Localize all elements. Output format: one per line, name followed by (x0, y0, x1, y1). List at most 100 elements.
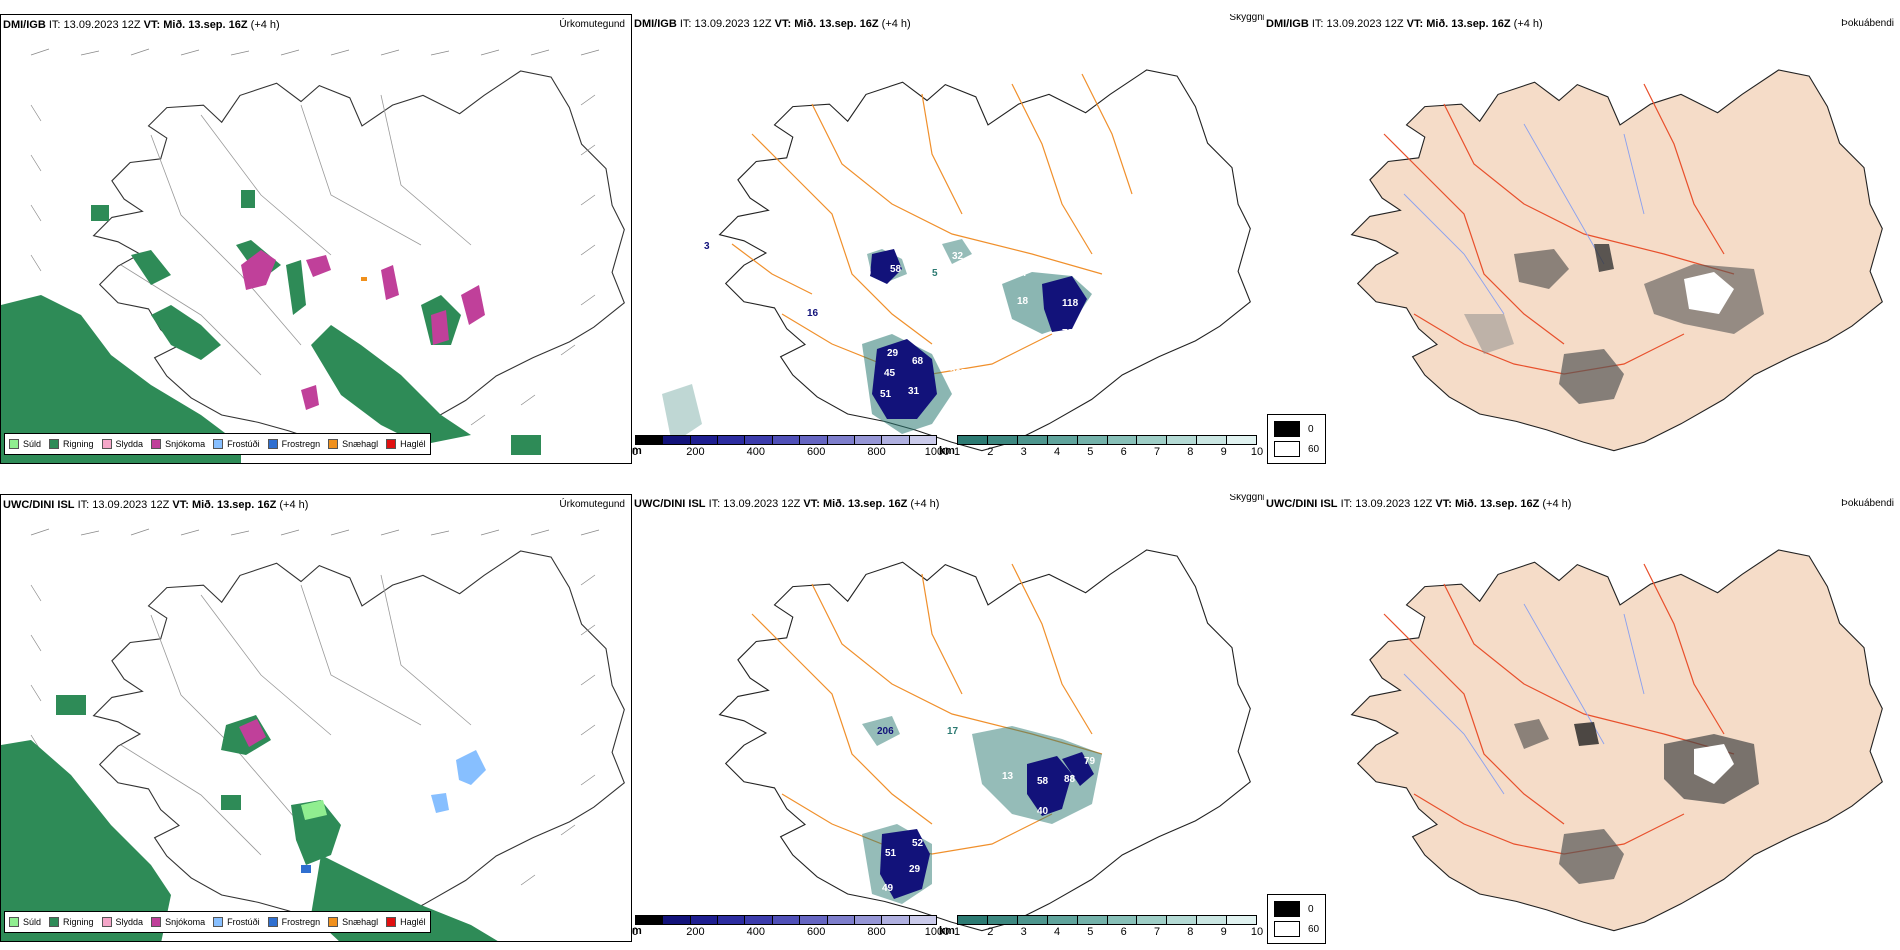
panel-header-row1-c: DMI/IGB IT: 13.09.2023 12Z VT: Mið. 13.s… (1266, 18, 1543, 30)
visibility-label: 88 (1064, 774, 1076, 785)
colorbar-tick-label: 800 (867, 926, 886, 938)
colorbar-tick-label: 6 (1120, 446, 1127, 458)
fog-legend-item: 0 (1274, 899, 1319, 919)
swatch (101, 439, 112, 449)
colorbar-segment (1167, 436, 1198, 444)
fog-legend-row1: 0 60 (1267, 414, 1327, 464)
colorbar-tick-label: 2 (987, 446, 994, 458)
cloud-base-unit-row2: m (632, 925, 642, 937)
colorbar-tick-label: 3 (1020, 446, 1027, 458)
fog-title-row1: Þokuábendi (1841, 18, 1894, 29)
legend-item-snaehagl: Snæhagl (328, 439, 378, 449)
visibility-colorbar-row2: 1 2 3 4 5 6 7 8 9 10 (953, 915, 1263, 939)
colorbar-segment (882, 436, 910, 444)
colorbar-segment (909, 436, 936, 444)
colorbar-tick-label: 2 (987, 926, 994, 938)
colorbar-segment (636, 436, 664, 444)
colorbar-tick-label: 1 (953, 446, 961, 458)
colorbar-segment (663, 916, 691, 924)
colorbar-tick-label: 200 (686, 446, 705, 458)
precip-type-map-row2 (1, 528, 625, 941)
fog-panel-row2: UWC/DINI ISL IT: 13.09.2023 12Z VT: Mið.… (1264, 494, 1900, 944)
swatch (1274, 441, 1300, 457)
colorbar-segment (1197, 916, 1228, 924)
legend-item-frostregn: Frostregn (267, 917, 320, 927)
visibility-label: 29 (887, 348, 899, 359)
visibility-map-row2: 206 17 13 58 88 79 40 52 51 29 49 (718, 549, 1251, 932)
visibility-ticks-row2: 1 2 3 4 5 6 7 8 9 10 (953, 925, 1263, 939)
cloud-base-bar-row2 (635, 915, 937, 925)
legend-item-haglel: Haglél (386, 439, 426, 449)
colorbar-segment (1017, 436, 1048, 444)
colorbar-segment (1077, 916, 1108, 924)
visibility-label: 307 (950, 368, 967, 379)
colorbar-tick-label: 0 (632, 926, 639, 938)
colorbar-tick-label: 6 (1120, 926, 1127, 938)
colorbar-tick-label: 4 (1053, 446, 1061, 458)
colorbar-tick-label: 9 (1220, 926, 1227, 938)
colorbar-tick-label: 7 (1153, 926, 1161, 938)
colorbar-segment (690, 916, 719, 924)
colorbar-tick-label: 1000 (924, 446, 950, 458)
visibility-label: 58 (890, 264, 902, 275)
colorbar-segment (958, 916, 988, 924)
colorbar-tick-label: 7 (1153, 446, 1161, 458)
legend-item-haglel: Haglél (386, 917, 426, 927)
legend-item-frostudi: Frostúði (213, 439, 260, 449)
colorbar-segment (1227, 916, 1257, 924)
colorbar-tick-label: 1 (953, 926, 961, 938)
colorbar-segment (909, 916, 936, 924)
swatch (9, 917, 19, 927)
colorbar-tick-label: 10 (1250, 446, 1264, 458)
colorbar-tick-label: 8 (1187, 446, 1194, 458)
panel-header-row1-a: DMI/IGB IT: 13.09.2023 12Z VT: Mið. 13.s… (3, 19, 280, 31)
colorbar-segment (718, 436, 746, 444)
visibility-label: 206 (877, 726, 894, 737)
colorbar-tick-label: 8 (1187, 926, 1194, 938)
colorbar-tick-label: 0 (632, 446, 639, 458)
precip-type-panel-row1: DMI/IGB IT: 13.09.2023 12Z VT: Mið. 13.s… (0, 14, 632, 464)
fog-legend-item: 0 (1274, 419, 1319, 439)
legend-item-snjokoma: Snjókoma (151, 917, 205, 927)
panel-header-row2-a: UWC/DINI ISL IT: 13.09.2023 12Z VT: Mið.… (3, 499, 309, 511)
colorbar-segment (718, 916, 746, 924)
precip-type-title-row2: Úrkomutegund (559, 499, 625, 510)
visibility-label: 118 (1062, 298, 1079, 309)
swatch (151, 439, 162, 449)
colorbar-segment (827, 916, 855, 924)
colorbar-tick-label: 10 (1250, 926, 1264, 938)
legend-item-frostregn: Frostregn (267, 439, 320, 449)
visibility-ticks-row1: 1 2 3 4 5 6 7 8 9 10 (953, 445, 1263, 459)
visibility-label: 16 (807, 308, 819, 319)
swatch (151, 917, 162, 927)
visibility-map-row1: 69 58 32 27 18 118 164 79 29 68 45 307 5… (662, 69, 1251, 452)
visibility-label: 68 (912, 356, 924, 367)
colorbar-tick-label: 5 (1087, 446, 1094, 458)
fog-panel-row1: DMI/IGB IT: 13.09.2023 12Z VT: Mið. 13.s… (1264, 14, 1900, 464)
colorbar-segment (1167, 916, 1198, 924)
legend-item-snjokoma: Snjókoma (151, 439, 205, 449)
colorbar-segment (1047, 916, 1078, 924)
swatch (49, 917, 60, 927)
precip-legend-row1: Súld Rigning Slydda Snjókoma Frostúði Fr… (4, 433, 431, 455)
colorbar-segment (1197, 436, 1228, 444)
fog-legend-item: 60 (1274, 439, 1319, 459)
precip-type-panel-row2: UWC/DINI ISL IT: 13.09.2023 12Z VT: Mið.… (0, 494, 632, 942)
visibility-bar-row2 (957, 915, 1257, 925)
colorbar-segment (882, 916, 910, 924)
swatch (101, 917, 112, 927)
colorbar-segment (690, 436, 719, 444)
visibility-label: 31 (908, 386, 920, 397)
colorbar-segment (1137, 436, 1168, 444)
panel-header-row2-c: UWC/DINI ISL IT: 13.09.2023 12Z VT: Mið.… (1266, 498, 1572, 510)
visibility-label: 45 (884, 368, 896, 379)
legend-item-frostudi: Frostúði (213, 917, 260, 927)
colorbar-segment (854, 916, 883, 924)
legend-item-sudd: Súld (9, 917, 41, 927)
colorbar-segment (772, 916, 801, 924)
swatch (1274, 421, 1300, 437)
colorbar-segment (772, 436, 801, 444)
visibility-title-row1: Skyggni (1229, 14, 1264, 23)
colorbar-segment (958, 436, 988, 444)
visibility-label: 79 (1062, 328, 1074, 339)
